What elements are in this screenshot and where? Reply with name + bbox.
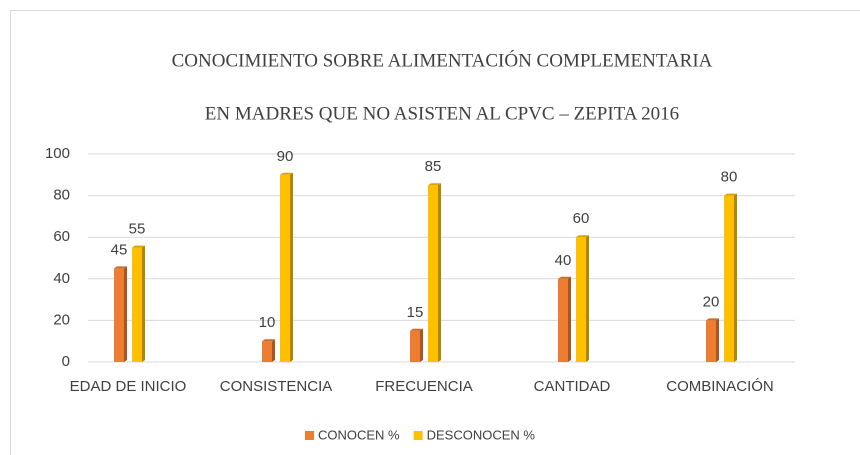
bar <box>114 268 124 362</box>
bar-top <box>280 172 293 175</box>
bar <box>280 174 290 362</box>
y-tick-label: 40 <box>53 270 70 287</box>
bar-top <box>724 193 737 196</box>
bar-side <box>142 245 145 362</box>
bar-side <box>734 193 737 362</box>
chart-title: CONOCIMIENTO SOBRE ALIMENTACIÓN COMPLEME… <box>172 49 713 71</box>
bar-top <box>558 276 571 279</box>
legend-swatch <box>305 431 314 440</box>
value-label: 60 <box>573 210 590 227</box>
value-label: 10 <box>259 314 276 331</box>
bar-side <box>290 172 293 362</box>
value-label: 40 <box>555 252 572 269</box>
legend-label: DESCONOCEN % <box>427 427 536 442</box>
x-tick-label: COMBINACIÓN <box>666 378 774 395</box>
value-label: 15 <box>407 304 424 321</box>
bar <box>706 320 716 362</box>
value-label: 55 <box>129 221 146 238</box>
bar-side <box>568 276 571 362</box>
bar-top <box>132 245 145 248</box>
bar <box>132 247 142 362</box>
x-tick-label: CANTIDAD <box>534 378 611 395</box>
y-tick-label: 100 <box>45 145 70 162</box>
bar <box>410 330 420 362</box>
bar <box>576 237 586 362</box>
bar-top <box>428 183 441 186</box>
value-label: 85 <box>425 158 442 175</box>
legend-label: CONOCEN % <box>318 427 400 442</box>
value-label: 20 <box>703 293 720 310</box>
value-label: 90 <box>277 148 294 165</box>
legend-swatch <box>413 431 423 440</box>
bar-side <box>586 235 589 362</box>
bar-top <box>576 235 589 238</box>
bar-top <box>262 339 275 342</box>
bar <box>262 341 272 362</box>
x-tick-label: EDAD DE INICIO <box>70 378 187 395</box>
bar <box>724 195 734 362</box>
bar-top <box>114 266 127 269</box>
value-label: 80 <box>721 169 738 186</box>
bar-side <box>438 183 441 362</box>
y-tick-label: 80 <box>53 187 70 204</box>
y-tick-label: 60 <box>53 228 70 245</box>
bar-top <box>410 328 423 331</box>
x-tick-label: FRECUENCIA <box>375 378 473 395</box>
bar-side <box>716 318 719 362</box>
x-tick-label: CONSISTENCIA <box>220 378 333 395</box>
bar-side <box>124 266 127 362</box>
bar <box>428 185 438 362</box>
y-tick-label: 0 <box>62 353 70 370</box>
bar <box>558 278 568 362</box>
bar-side <box>420 328 423 362</box>
y-tick-label: 20 <box>53 311 70 328</box>
bar-side <box>272 339 275 362</box>
chart-title: EN MADRES QUE NO ASISTEN AL CPVC – ZEPIT… <box>205 103 679 124</box>
value-label: 45 <box>111 241 128 258</box>
bar-top <box>706 318 719 321</box>
